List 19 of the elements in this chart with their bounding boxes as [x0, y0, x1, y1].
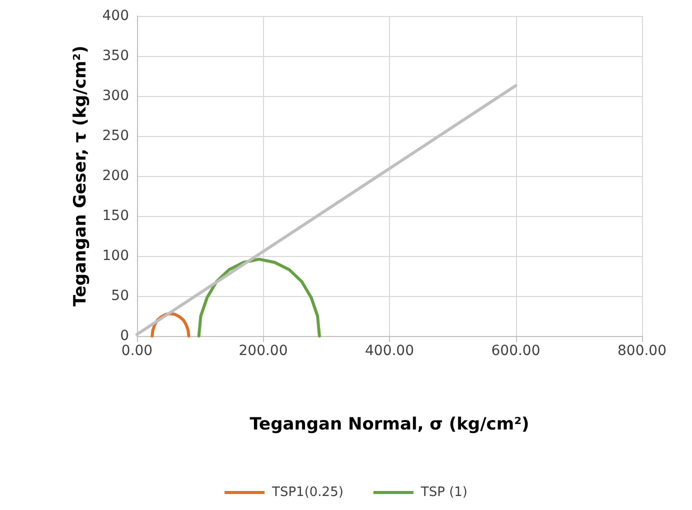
x-tick-label: 200.00: [238, 343, 288, 359]
y-tick-label: 100: [102, 248, 129, 264]
x-tick-label: 400.00: [365, 343, 414, 359]
y-tick-label: 200: [102, 168, 129, 184]
y-tick-label: 300: [102, 88, 129, 104]
x-tick-label: 800.00: [618, 343, 666, 359]
y-axis-title: Tegangan Geser, τ (kg/cm²): [70, 46, 90, 306]
x-axis-title: Tegangan Normal, σ (kg/cm²): [250, 414, 530, 434]
legend-label: TSP (1): [420, 485, 468, 500]
legend-label: TSP1(0.25): [271, 485, 344, 500]
y-tick-label: 350: [102, 48, 129, 64]
y-tick-label: 0: [120, 328, 129, 344]
y-tick-label: 250: [102, 128, 129, 144]
y-tick-label: 400: [102, 8, 129, 24]
x-tick-label: 600.00: [491, 343, 540, 359]
line-series: [197, 258, 321, 338]
x-tick-label: 0.00: [121, 343, 153, 359]
y-tick-label: 50: [111, 288, 129, 304]
y-tick-label: 150: [102, 208, 129, 224]
